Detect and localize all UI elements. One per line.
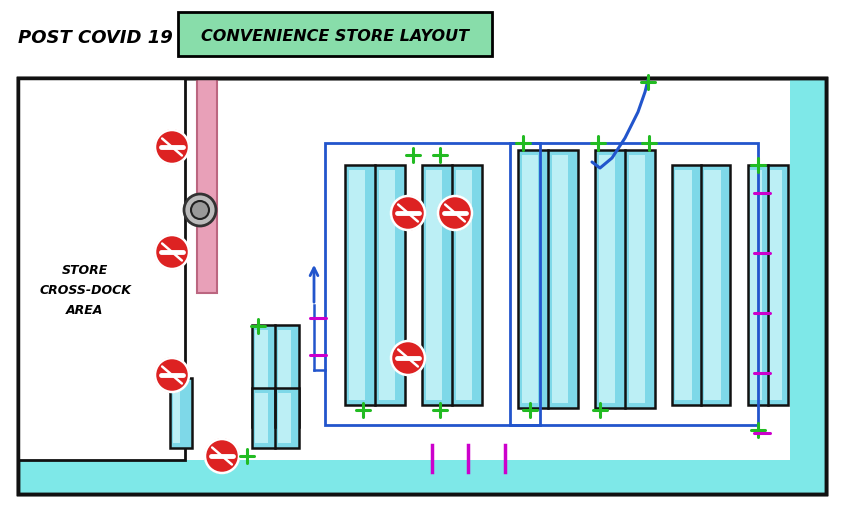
- Bar: [704, 170, 720, 400]
- Bar: [551, 155, 568, 403]
- Circle shape: [437, 196, 472, 230]
- Circle shape: [154, 130, 189, 164]
- Text: CONVENIENCE STORE LAYOUT: CONVENIENCE STORE LAYOUT: [201, 29, 468, 44]
- Bar: [173, 383, 180, 443]
- Bar: [671, 165, 729, 405]
- Bar: [378, 170, 395, 400]
- Bar: [674, 170, 691, 400]
- Bar: [749, 170, 760, 400]
- Bar: [170, 378, 192, 448]
- Text: POST COVID 19: POST COVID 19: [18, 29, 172, 47]
- Bar: [255, 393, 268, 443]
- Circle shape: [391, 196, 425, 230]
- Circle shape: [391, 341, 425, 375]
- Bar: [18, 78, 185, 460]
- Circle shape: [205, 439, 239, 473]
- Bar: [252, 325, 299, 427]
- Circle shape: [154, 235, 189, 269]
- Bar: [197, 78, 217, 293]
- Bar: [278, 330, 291, 422]
- Bar: [344, 165, 404, 405]
- Bar: [170, 378, 192, 448]
- Circle shape: [154, 358, 189, 392]
- Bar: [789, 78, 825, 460]
- FancyBboxPatch shape: [178, 12, 491, 56]
- Bar: [421, 165, 481, 405]
- Circle shape: [191, 201, 208, 219]
- Bar: [628, 155, 645, 403]
- Bar: [510, 143, 757, 425]
- Bar: [517, 150, 577, 408]
- Bar: [18, 78, 825, 494]
- Bar: [278, 393, 291, 443]
- Bar: [594, 150, 654, 408]
- Bar: [455, 170, 472, 400]
- Bar: [325, 143, 539, 425]
- Bar: [349, 170, 365, 400]
- Bar: [747, 165, 787, 405]
- Bar: [598, 155, 614, 403]
- Bar: [252, 388, 299, 448]
- Circle shape: [184, 194, 216, 226]
- Bar: [425, 170, 442, 400]
- Bar: [18, 460, 825, 494]
- Bar: [18, 78, 825, 494]
- Bar: [255, 330, 268, 422]
- Bar: [770, 170, 781, 400]
- Bar: [521, 155, 538, 403]
- Bar: [18, 78, 825, 494]
- Text: STORE
CROSS-DOCK
AREA: STORE CROSS-DOCK AREA: [39, 264, 131, 316]
